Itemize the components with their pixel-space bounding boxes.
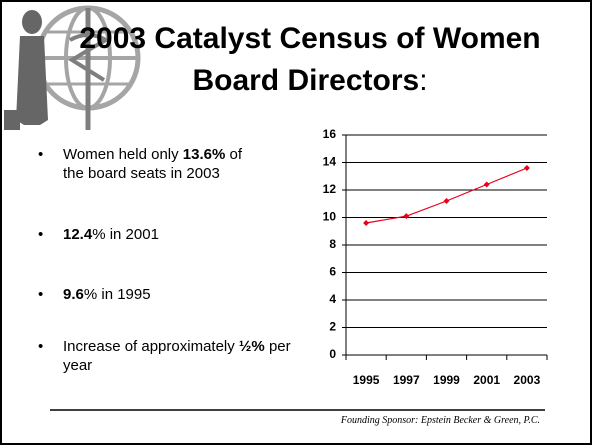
bullet-dot: • [38, 226, 44, 243]
bullet-text: Women held only 13.6% of the board seats… [63, 145, 248, 183]
marker [523, 165, 530, 171]
bullet-dot: • [38, 338, 44, 355]
bullet-bold: 12.4 [63, 226, 93, 243]
bullet-before: Increase of approximately [63, 338, 239, 355]
bullet-after: per year [63, 338, 291, 374]
y-tick-label: 10 [323, 210, 337, 224]
footer: Founding Sponsor: Epstein Becker & Green… [340, 415, 540, 426]
marker [403, 213, 410, 220]
bullet-after: of the board seats in 2003 [63, 146, 243, 182]
bullet-after: % in 2001 [92, 226, 159, 243]
bullet-bold: ½% [238, 338, 265, 355]
marker [483, 181, 490, 188]
y-tick-label: 12 [323, 182, 337, 196]
title-line: 2003 Catalyst Census of Women [79, 22, 541, 55]
y-tick-label: 6 [329, 265, 336, 279]
line [365, 167, 528, 224]
x-tick-label: 1999 [433, 373, 460, 387]
x-tick-label: 2001 [473, 373, 500, 387]
x-tick-label: 2003 [514, 373, 541, 387]
y-tick-label: 16 [323, 127, 337, 141]
y-tick-label: 0 [329, 347, 336, 361]
bullet-text: Increase of approximately ½% per year [63, 337, 293, 375]
marker [363, 220, 370, 226]
y-tick-label: 14 [323, 155, 337, 169]
x-tick-label: 1995 [353, 373, 380, 387]
y-tick-label: 4 [329, 292, 336, 306]
bullet-dot: • [38, 286, 44, 303]
bullet-after: % in 1995 [83, 286, 151, 303]
x-tick-label: 1997 [393, 373, 420, 387]
title-line: Board Directors: [20, 64, 592, 98]
y-tick-label: 2 [329, 320, 336, 334]
logo [4, 5, 141, 130]
title-bold: Board Directors [192, 64, 420, 97]
bullet-bold: 13.6% [182, 146, 226, 163]
y-tick-label: 8 [329, 237, 336, 251]
bullet-text: 12.4% in 2001 [63, 225, 293, 244]
bullet-bold: 9.6 [63, 286, 84, 303]
bullet-text: 9.6% in 1995 [63, 285, 293, 304]
bullet-before: Women held only [63, 146, 183, 163]
marker [443, 198, 450, 204]
title-colon: : [419, 64, 428, 97]
bullet-dot: • [38, 146, 44, 163]
